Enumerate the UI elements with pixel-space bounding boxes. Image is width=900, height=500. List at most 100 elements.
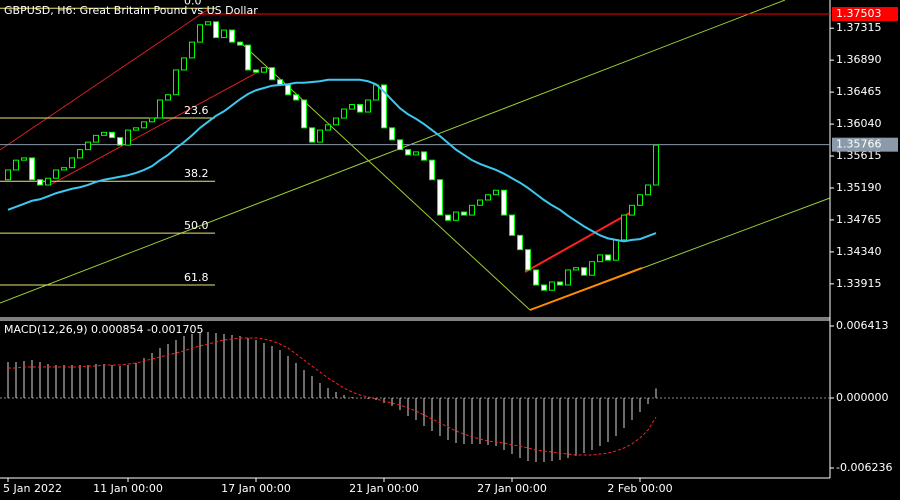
candle-body bbox=[53, 169, 59, 179]
candle-body bbox=[5, 169, 11, 181]
indicator-title: MACD(12,26,9) 0.000854 -0.001705 bbox=[4, 323, 203, 336]
y-tick-label: 1.34765 bbox=[836, 213, 882, 226]
candle-body bbox=[613, 239, 619, 261]
price-label: 1.35766 bbox=[836, 138, 882, 151]
candle-body bbox=[245, 44, 251, 71]
candle-body bbox=[645, 184, 651, 196]
candle-body bbox=[429, 159, 435, 181]
fib-label: 50.0 bbox=[184, 219, 209, 232]
candle-body bbox=[29, 157, 35, 181]
candle-body bbox=[77, 149, 83, 159]
candle-body bbox=[213, 21, 219, 39]
price-label: 1.37503 bbox=[836, 7, 882, 20]
candle-body bbox=[45, 177, 51, 186]
candle-body bbox=[325, 124, 331, 131]
candle-body bbox=[453, 211, 459, 221]
candle-body bbox=[381, 84, 387, 129]
y-tick-label: 1.36890 bbox=[836, 53, 882, 66]
candle-body bbox=[101, 131, 107, 136]
candle-body bbox=[501, 189, 507, 216]
x-tick-label: 27 Jan 00:00 bbox=[477, 482, 547, 495]
candle-body bbox=[157, 99, 163, 119]
y-tick-label: 1.37315 bbox=[836, 21, 882, 34]
candle-body bbox=[141, 121, 147, 129]
y-tick-label: 0.000000 bbox=[836, 391, 889, 404]
candle-body bbox=[605, 254, 611, 261]
y-tick-label: 1.35615 bbox=[836, 149, 882, 162]
trend-line bbox=[524, 209, 636, 273]
candle-body bbox=[261, 67, 267, 73]
candle-body bbox=[165, 94, 171, 101]
candle-body bbox=[533, 269, 539, 286]
candle-body bbox=[485, 194, 491, 201]
candle-body bbox=[565, 269, 571, 286]
candle-body bbox=[349, 104, 355, 110]
fib-label: 61.8 bbox=[184, 271, 209, 284]
candle-body bbox=[189, 41, 195, 59]
candle-body bbox=[309, 127, 315, 143]
candle-body bbox=[37, 179, 43, 186]
x-tick-label: 17 Jan 00:00 bbox=[221, 482, 291, 495]
moving-average bbox=[7, 78, 657, 243]
candle-body bbox=[637, 194, 643, 206]
candle-body bbox=[133, 127, 139, 131]
candle-body bbox=[525, 249, 531, 271]
candle-body bbox=[365, 99, 371, 113]
candle-body bbox=[589, 261, 595, 276]
candle-body bbox=[461, 211, 467, 216]
candle-body bbox=[413, 151, 419, 156]
x-tick-label: 2 Feb 00:00 bbox=[607, 482, 672, 495]
candle-body bbox=[221, 29, 227, 39]
candle-body bbox=[205, 21, 211, 26]
candle-body bbox=[557, 281, 563, 286]
candle-body bbox=[69, 157, 75, 169]
candle-body bbox=[477, 199, 483, 206]
y-tick-label: 1.35190 bbox=[836, 181, 882, 194]
candle-body bbox=[109, 131, 115, 139]
candle-body bbox=[285, 84, 291, 96]
candle-body bbox=[397, 139, 403, 151]
candle-body bbox=[197, 24, 203, 43]
candle-body bbox=[653, 144, 659, 186]
candle-body bbox=[469, 204, 475, 216]
channel-line bbox=[0, 0, 786, 304]
channel-line bbox=[0, 7, 211, 151]
candle-body bbox=[597, 254, 603, 263]
candle-body bbox=[573, 267, 579, 271]
candle-body bbox=[621, 214, 627, 241]
candle-body bbox=[253, 69, 259, 73]
candle-body bbox=[181, 57, 187, 71]
fib-label: 23.6 bbox=[184, 104, 209, 117]
candle-body bbox=[581, 267, 587, 276]
y-tick-label: 1.36040 bbox=[836, 117, 882, 130]
fib-label: 0.0 bbox=[184, 0, 202, 7]
chart-title: GBPUSD, H6: Great Britain Pound vs US Do… bbox=[4, 4, 258, 17]
candle-body bbox=[421, 151, 427, 161]
candle-body bbox=[437, 179, 443, 216]
candle-body bbox=[237, 41, 243, 46]
candle-body bbox=[541, 284, 547, 291]
candle-body bbox=[229, 29, 235, 43]
candle-body bbox=[301, 99, 307, 129]
candle-body bbox=[85, 141, 91, 151]
fib-label: 38.2 bbox=[184, 167, 209, 180]
candle-body bbox=[493, 189, 499, 196]
y-tick-label: 0.006413 bbox=[836, 319, 889, 332]
candle-body bbox=[93, 134, 99, 143]
candle-body bbox=[357, 104, 363, 113]
candle-body bbox=[173, 69, 179, 96]
candle-body bbox=[629, 204, 635, 216]
trend-line bbox=[529, 267, 643, 311]
y-tick-label: 1.33915 bbox=[836, 277, 882, 290]
candle-body bbox=[333, 117, 339, 126]
y-tick-label: 1.34340 bbox=[836, 245, 882, 258]
candle-body bbox=[117, 137, 123, 146]
candle-body bbox=[341, 108, 347, 119]
x-tick-label: 11 Jan 00:00 bbox=[93, 482, 163, 495]
x-tick-label: 21 Jan 00:00 bbox=[349, 482, 419, 495]
channel-line bbox=[49, 71, 259, 186]
price-label-box bbox=[832, 137, 898, 152]
